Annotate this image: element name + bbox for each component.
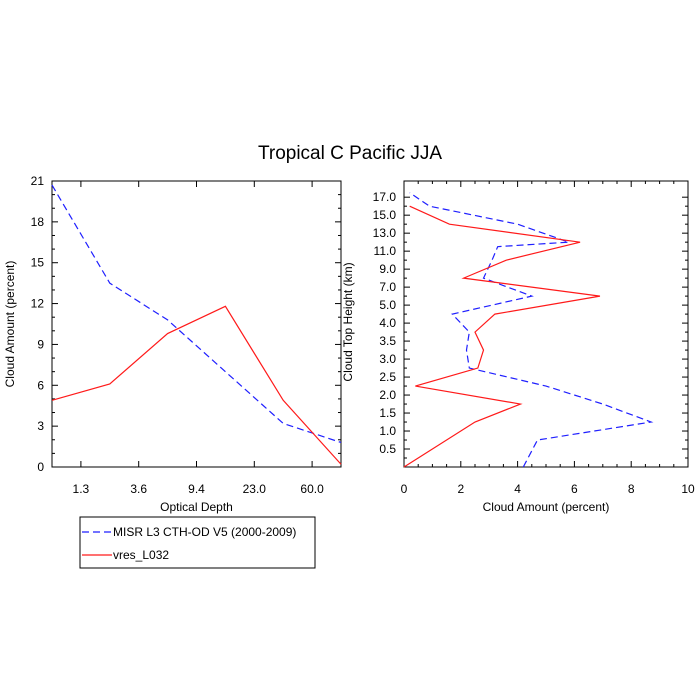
y-tick-label: 3.5 — [379, 334, 396, 348]
x-tick-label: 23.0 — [243, 482, 267, 496]
x-axis-title: Cloud Amount (percent) — [483, 500, 610, 514]
x-tick-label: 10 — [681, 482, 695, 496]
y-tick-label: 1.5 — [379, 406, 396, 420]
x-tick-label: 60.0 — [300, 482, 324, 496]
series-line-misr — [51, 184, 342, 444]
x-tick-label: 4 — [514, 482, 521, 496]
y-tick-label: 3.0 — [379, 352, 396, 366]
y-axis-title: Cloud Amount (percent) — [3, 261, 17, 388]
y-tick-label: 17.0 — [373, 190, 397, 204]
x-tick-label: 2 — [457, 482, 464, 496]
optical-depth-panel: 0 3 6 9 12 15 18 21 1.3 3.6 9.4 23.0 60.0 Optical Dep… — [3, 174, 342, 514]
y-tick-label: 3 — [37, 419, 44, 433]
x-tick-label: 6 — [571, 482, 578, 496]
y-tick-label: 9.0 — [379, 262, 396, 276]
y-tick-label: 6 — [37, 378, 44, 392]
series-line-model — [51, 305, 342, 465]
y-tick-label: 12 — [31, 297, 45, 311]
plot-frame-1 — [51, 180, 342, 468]
y-tick-label: 7.0 — [379, 280, 396, 294]
y-tick-label: 9 — [37, 337, 44, 351]
y-tick-label: 18 — [31, 215, 45, 229]
legend-label-model: vres_L032 — [113, 548, 169, 562]
y-tick-label: 4.0 — [379, 316, 396, 330]
x-tick-label: 1.3 — [73, 482, 90, 496]
series-line-model — [403, 205, 601, 468]
x-tick-label: 3.6 — [130, 482, 147, 496]
y-tick-label: 15 — [31, 256, 45, 270]
y-tick-label: 11.0 — [374, 244, 397, 258]
plot-frame-2 — [403, 180, 689, 468]
y-tick-label: 13.0 — [373, 226, 397, 240]
cloud-top-height-panel: 0.5 1.0 1.5 2.0 2.5 3.0 3.5 4.0 5.0 7.0 9.0 11.0 13.… — [341, 180, 695, 514]
series-line-misr — [409, 192, 654, 468]
legend: MISR L3 CTH-OD V5 (2000-2009) vres_L032 — [79, 516, 316, 569]
y-tick-label: 2.5 — [379, 370, 396, 384]
y-tick-label: 0 — [37, 460, 44, 474]
legend-box — [79, 516, 316, 569]
y-tick-label: 5.0 — [379, 298, 396, 312]
x-tick-label: 0 — [401, 482, 408, 496]
x-tick-label: 9.4 — [188, 482, 205, 496]
y-tick-label: 0.5 — [379, 442, 396, 456]
chart-title: Tropical C Pacific JJA — [258, 143, 442, 164]
y-tick-label: 21 — [31, 174, 45, 188]
y-tick-label: 1.0 — [379, 424, 396, 438]
legend-label-misr: MISR L3 CTH-OD V5 (2000-2009) — [113, 525, 296, 539]
x-tick-label: 8 — [628, 482, 635, 496]
y-axis-title: Cloud Top Height (km) — [341, 262, 355, 381]
x-axis-title: Optical Depth — [160, 500, 233, 514]
y-tick-label: 15.0 — [373, 208, 397, 222]
y-tick-label: 2.0 — [379, 388, 396, 402]
